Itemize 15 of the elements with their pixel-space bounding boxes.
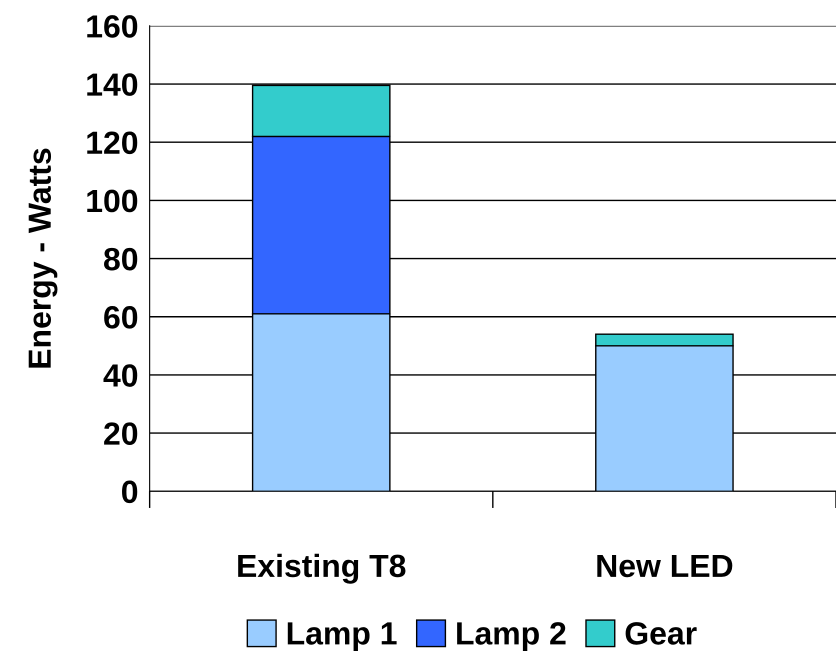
y-tick-label: 100 — [87, 190, 138, 212]
y-tick-label: 60 — [104, 306, 138, 329]
y-tick-label: 80 — [104, 248, 138, 270]
y-tick-label: 0 — [122, 480, 138, 504]
y-tick-label: 40 — [103, 364, 138, 387]
y-tick-label: 160 — [87, 15, 138, 38]
x-tick-label: New LED — [597, 554, 732, 578]
y-tick-label: 140 — [87, 73, 138, 96]
y-tick-label: 20 — [104, 422, 138, 445]
y-tick-label: 120 — [87, 131, 138, 154]
y-axis-title: Energy - Watts — [28, 148, 58, 368]
legend-label: Lamp 2 — [457, 622, 566, 652]
x-tick-label: Existing T8 — [238, 554, 406, 584]
legend-label: Gear — [626, 622, 697, 645]
legend-label: Lamp 1 — [288, 622, 397, 652]
